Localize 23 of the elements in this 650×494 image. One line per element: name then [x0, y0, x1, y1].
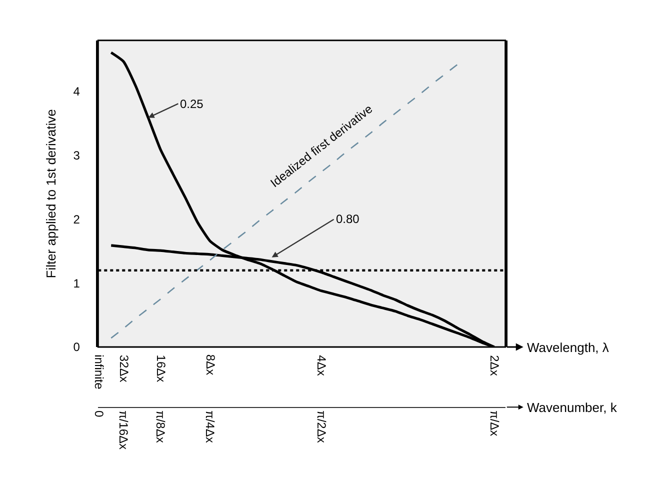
- y-tick-label: 4: [73, 84, 80, 99]
- x2-axis-title: Wavelength, λ: [527, 340, 610, 355]
- text: 0.25: [180, 97, 204, 111]
- y-axis-title: Filter applied to 1st derivative: [44, 109, 59, 278]
- y-tick-label: 3: [73, 148, 80, 163]
- text: infinite: [92, 354, 106, 390]
- x-tick-label: π/16Δx: [116, 410, 131, 450]
- y-tick-label: 1: [73, 276, 80, 290]
- y-tick-label: 0: [73, 340, 80, 354]
- text: 0.80: [336, 212, 360, 226]
- x-tick-label: π/4Δx: [203, 410, 218, 443]
- x-tick-label: π/2Δx: [314, 410, 328, 443]
- x-tick-label: π/8Δx: [154, 410, 168, 443]
- x-tick-label: π/Δx: [487, 410, 502, 436]
- x-tick-label: 0: [92, 410, 106, 418]
- text: 4Δx: [314, 355, 329, 376]
- x-axis-title: Wavenumber, k: [527, 400, 618, 415]
- text: 2Δx: [488, 355, 502, 376]
- y-tick-label: 2: [73, 212, 80, 226]
- text: 8Δx: [203, 354, 218, 376]
- line-series: [110, 64, 458, 339]
- text: 16Δx: [154, 354, 168, 382]
- text: 32Δx: [116, 354, 131, 382]
